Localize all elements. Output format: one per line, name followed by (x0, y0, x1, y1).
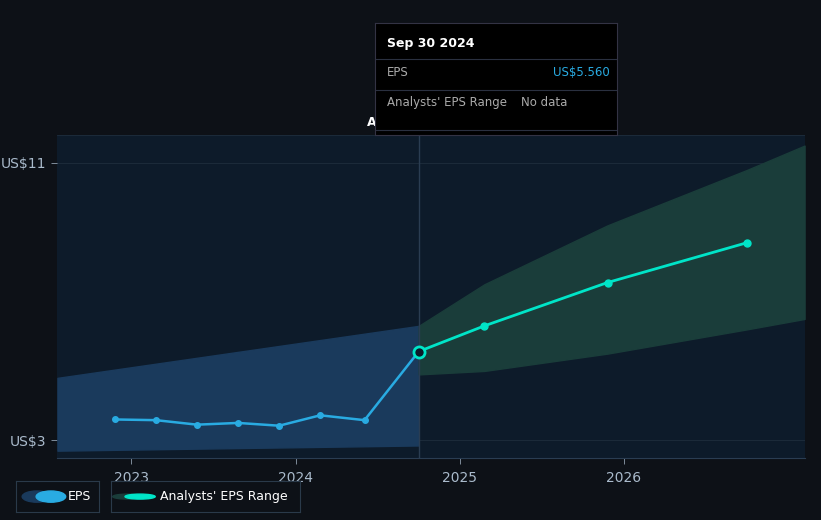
Text: No data: No data (521, 96, 566, 109)
Text: Sep 30 2024: Sep 30 2024 (388, 37, 475, 50)
Circle shape (125, 494, 155, 499)
Text: Analysts' EPS Range: Analysts' EPS Range (160, 490, 287, 503)
Text: EPS: EPS (67, 490, 90, 503)
Text: Analysts Forecasts: Analysts Forecasts (426, 116, 543, 129)
Circle shape (36, 491, 66, 502)
Text: Actual: Actual (367, 116, 411, 129)
Text: EPS: EPS (388, 66, 409, 79)
Circle shape (112, 494, 143, 499)
Text: US$5.560: US$5.560 (553, 66, 610, 79)
Circle shape (22, 491, 52, 502)
Text: Analysts' EPS Range: Analysts' EPS Range (388, 96, 507, 109)
